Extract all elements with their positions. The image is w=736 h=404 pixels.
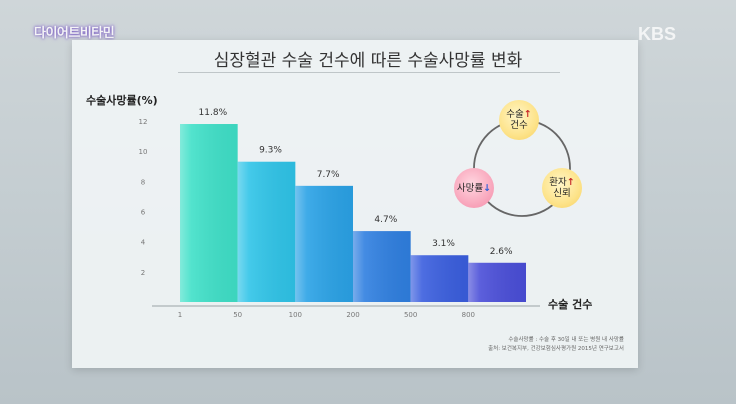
chart-card [72, 40, 638, 368]
x-axis-label: 수술 건수 [548, 298, 593, 311]
x-tick-4: 500 [404, 311, 417, 319]
channel-logo: KBS [637, 24, 676, 44]
chart-title: 심장혈관 수술 건수에 따른 수술사망률 변화 [213, 51, 523, 71]
x-tick-3: 200 [346, 311, 359, 319]
node-patient-trust: 환자↑ 신뢰 [542, 168, 582, 208]
bar-shine-5 [468, 262, 526, 302]
footnote-source: 출처: 보건복지부, 건강보험심사평가원 2015년 연구보고서 [488, 346, 624, 352]
arrow-down-icon: ↓ [483, 182, 492, 194]
footnote-definition: 수술사망률 : 수술 후 30일 내 또는 병원 내 사망률 [508, 337, 624, 343]
x-tick-0: 1 [178, 311, 182, 319]
y-tick-2: 6 [141, 209, 146, 217]
broadcast-logo: 다이어트비타민 [34, 26, 115, 41]
value-label-5: 2.6% [490, 247, 513, 257]
value-label-0: 11.8% [199, 108, 228, 118]
title-underline [178, 72, 560, 73]
value-label-1: 9.3% [259, 146, 282, 156]
node-surgery-line1: 수술 [506, 109, 524, 120]
node-surgery-count: 수술↑ 건수 [499, 100, 539, 140]
y-tick-5: 12 [139, 118, 148, 126]
node-surgery-line2: 건수 [510, 120, 528, 131]
y-axis-label: 수술사망률(%) [86, 94, 158, 107]
value-label-4: 3.1% [432, 239, 455, 249]
bar-shine-4 [410, 255, 469, 302]
bar-shine-2 [295, 185, 353, 302]
node-mortality-label: 사망률 [456, 182, 484, 194]
node-trust-line2: 신뢰 [553, 188, 571, 199]
x-tick-5: 800 [462, 311, 475, 319]
bar-shine-3 [353, 231, 411, 302]
node-trust-line1: 환자 [549, 177, 567, 188]
bar-shine-1 [237, 161, 296, 302]
y-tick-0: 2 [141, 269, 145, 277]
x-tick-1: 50 [233, 311, 242, 319]
node-mortality: 사망률↓ [454, 168, 494, 208]
y-tick-4: 10 [139, 148, 148, 156]
footnote: 수술사망률 : 수술 후 30일 내 또는 병원 내 사망률 출처: 보건복지부… [488, 336, 624, 354]
arrow-up-icon: ↑ [566, 177, 575, 188]
y-tick-1: 4 [141, 239, 146, 247]
value-label-2: 7.7% [317, 170, 340, 180]
x-tick-2: 100 [289, 311, 302, 319]
bar-shine-0 [180, 124, 238, 303]
arrow-up-icon: ↑ [523, 109, 532, 120]
y-tick-3: 8 [141, 178, 145, 186]
value-label-3: 4.7% [374, 215, 397, 225]
